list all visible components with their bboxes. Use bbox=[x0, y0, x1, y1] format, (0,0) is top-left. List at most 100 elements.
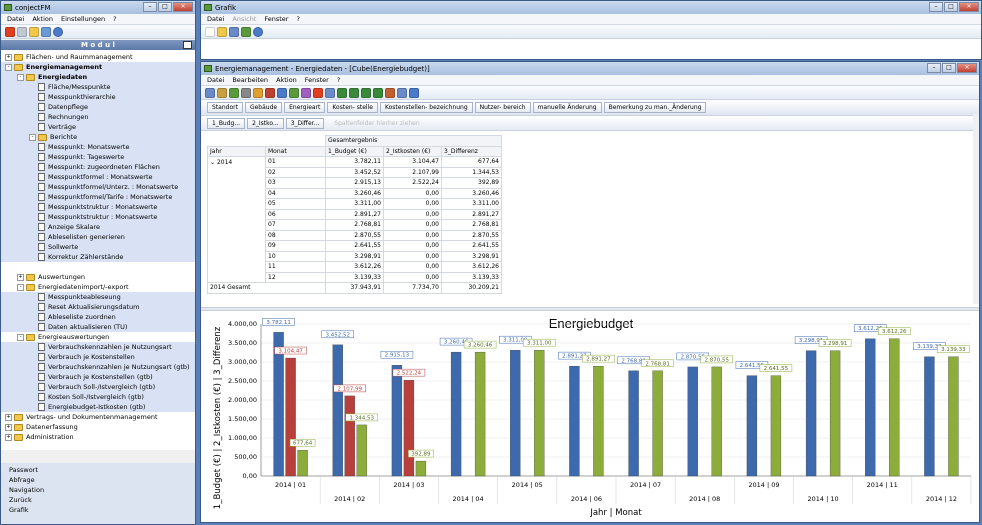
bar-series1[interactable] bbox=[391, 365, 403, 477]
bar-series3[interactable] bbox=[534, 350, 545, 477]
tree-item[interactable]: Kosten Soll-/Istvergleich (gtb) bbox=[1, 392, 195, 402]
bar-series1[interactable] bbox=[805, 350, 817, 477]
main-menu-aktion[interactable]: Aktion bbox=[276, 76, 297, 84]
help-icon[interactable] bbox=[53, 26, 63, 37]
tree-item[interactable]: Messpunktformel/Tarife : Monatswerte bbox=[1, 192, 195, 202]
grafik-save-icon[interactable] bbox=[229, 26, 239, 37]
filter-kostenstellen-bezeichnung[interactable]: Kostenstellen- bezeichnung bbox=[379, 102, 473, 113]
tree-item[interactable]: Verträge bbox=[1, 122, 195, 132]
grafik-help-icon[interactable] bbox=[253, 26, 263, 37]
menu-aktion[interactable]: Aktion bbox=[32, 15, 54, 23]
link-abfrage[interactable]: Abfrage bbox=[9, 476, 35, 484]
tree-item[interactable]: Messpunkt: Tageswerte bbox=[1, 152, 195, 162]
grafik-menu-fenster[interactable]: Fenster bbox=[264, 15, 289, 23]
filter-nutzerbereich[interactable]: Nutzer- bereich bbox=[474, 102, 531, 113]
bar-series1[interactable] bbox=[510, 350, 521, 477]
grafik-export-icon[interactable] bbox=[241, 26, 251, 37]
toolbar-tool-icon[interactable] bbox=[313, 87, 323, 98]
data-field-budget[interactable]: 1_Budg... bbox=[207, 117, 246, 129]
bar-series3[interactable] bbox=[652, 370, 663, 477]
expand-icon[interactable]: + bbox=[5, 433, 12, 441]
collapse-icon[interactable]: - bbox=[29, 133, 36, 141]
bar-series1[interactable] bbox=[628, 370, 639, 477]
row-header-jahr[interactable]: Jahr bbox=[207, 145, 266, 157]
grafik-menu-ansicht[interactable]: Ansicht bbox=[232, 15, 257, 23]
expand-icon[interactable]: + bbox=[5, 413, 12, 421]
menu-help[interactable]: ? bbox=[113, 15, 117, 23]
bar-series1[interactable] bbox=[924, 356, 935, 477]
link-navigation[interactable]: Navigation bbox=[9, 486, 45, 494]
filter-bemerkung[interactable]: Bemerkung zu man._Änderung bbox=[603, 102, 707, 113]
tools-icon[interactable] bbox=[17, 26, 27, 37]
toolbar-tool-icon[interactable] bbox=[373, 87, 383, 98]
tree-item[interactable]: Reset Aktualisierungsdatum bbox=[1, 302, 195, 312]
close-button[interactable]: ✕ bbox=[173, 2, 193, 12]
bar-series3[interactable] bbox=[889, 338, 900, 477]
expand-icon[interactable]: + bbox=[5, 53, 12, 61]
toolbar-tool-icon[interactable] bbox=[205, 87, 215, 98]
filter-standort[interactable]: Standort bbox=[207, 102, 243, 113]
tree-item[interactable]: Sollwerte bbox=[1, 242, 195, 252]
tree-folder[interactable]: - Energiedaten bbox=[1, 72, 195, 82]
tree-item[interactable]: Energiebudget-Istkosten (gtb) bbox=[1, 402, 195, 412]
data-field-differenz[interactable]: 3_Differ... bbox=[285, 117, 325, 129]
data-field-istkosten[interactable]: 2_Istko... bbox=[247, 117, 284, 129]
bar-series1[interactable] bbox=[687, 366, 698, 477]
link-grafik[interactable]: Grafik bbox=[9, 506, 29, 514]
minimize-button[interactable]: – bbox=[143, 2, 157, 12]
pin-icon[interactable] bbox=[183, 41, 192, 49]
bar-series3[interactable] bbox=[356, 424, 367, 477]
collapse-icon[interactable]: - bbox=[17, 283, 24, 291]
tree-folder[interactable]: - Berichte bbox=[1, 132, 195, 142]
bar-series2[interactable] bbox=[344, 395, 355, 477]
right-scrollbar[interactable] bbox=[973, 114, 979, 304]
bar-series1[interactable] bbox=[746, 375, 758, 477]
tree-item[interactable]: Messpunkt: zugeordneten Flächen bbox=[1, 162, 195, 172]
collapse-icon[interactable]: - bbox=[17, 333, 24, 341]
toolbar-tool-icon[interactable] bbox=[289, 87, 299, 98]
main-menu-datei[interactable]: Datei bbox=[207, 76, 225, 84]
toolbar-tool-icon[interactable] bbox=[325, 87, 335, 98]
bar-series3[interactable] bbox=[474, 351, 486, 477]
tree-folder[interactable]: + Flächen- und Raummanagement bbox=[1, 52, 195, 62]
toolbar-tool-icon[interactable] bbox=[301, 87, 311, 98]
bar-series3[interactable] bbox=[415, 460, 427, 477]
bar-series2[interactable] bbox=[285, 357, 296, 477]
tree-item[interactable]: Datenpflege bbox=[1, 102, 195, 112]
main-menu-help[interactable]: ? bbox=[336, 76, 341, 84]
menu-einstellungen[interactable]: Einstellungen bbox=[61, 15, 106, 23]
expand-icon[interactable]: + bbox=[5, 423, 12, 431]
tree-item[interactable]: Korrektur Zählerstände bbox=[1, 252, 195, 262]
tree-item[interactable]: Messpunktformel : Monatswerte bbox=[1, 172, 195, 182]
tree-item[interactable]: Fläche/Messpunkte bbox=[1, 82, 195, 92]
grafik-menu-datei[interactable]: Datei bbox=[207, 15, 225, 23]
tree-item[interactable]: Messpunktformel/Unterz. : Monatswerte bbox=[1, 182, 195, 192]
bar-series3[interactable] bbox=[829, 350, 841, 477]
toolbar-tool-icon[interactable] bbox=[337, 87, 347, 98]
bar-series1[interactable] bbox=[865, 338, 876, 477]
tree-folder[interactable]: + Auswertungen bbox=[1, 272, 195, 282]
toolbar-tool-icon[interactable] bbox=[349, 87, 359, 98]
link-zurueck[interactable]: Zurück bbox=[9, 496, 32, 504]
grafik-maximize-button[interactable]: □ bbox=[944, 2, 958, 12]
grafik-menu-help[interactable]: ? bbox=[296, 15, 300, 23]
bar-series3[interactable] bbox=[770, 375, 782, 477]
tree-item[interactable]: Messpunktstruktur : Monatswerte bbox=[1, 202, 195, 212]
collapse-icon[interactable]: ⌄ bbox=[210, 158, 217, 166]
tree-folder[interactable]: - Energieauswertungen bbox=[1, 332, 195, 342]
filter-energieart[interactable]: Energieart bbox=[284, 102, 326, 113]
tree-folder[interactable]: + Administration bbox=[1, 432, 195, 442]
toolbar-tool-icon[interactable] bbox=[409, 87, 419, 98]
expand-icon[interactable]: + bbox=[17, 273, 24, 281]
bar-series1[interactable] bbox=[332, 344, 343, 477]
tree-folder[interactable]: + Vertrags- und Dokumentenmanagement bbox=[1, 412, 195, 422]
toolbar-tool-icon[interactable] bbox=[361, 87, 371, 98]
exit-icon[interactable] bbox=[5, 26, 15, 37]
tree-item[interactable]: Verbrauch je Kostenstellen bbox=[1, 352, 195, 362]
tree-folder[interactable]: - Energiedatenimport/-export bbox=[1, 282, 195, 292]
bar-series3[interactable] bbox=[593, 365, 604, 477]
bar-series3[interactable] bbox=[297, 450, 308, 477]
tree-item[interactable]: Daten aktualisieren (TU) bbox=[1, 322, 195, 332]
link-passwort[interactable]: Passwort bbox=[9, 466, 38, 474]
bar-series1[interactable] bbox=[569, 365, 580, 477]
